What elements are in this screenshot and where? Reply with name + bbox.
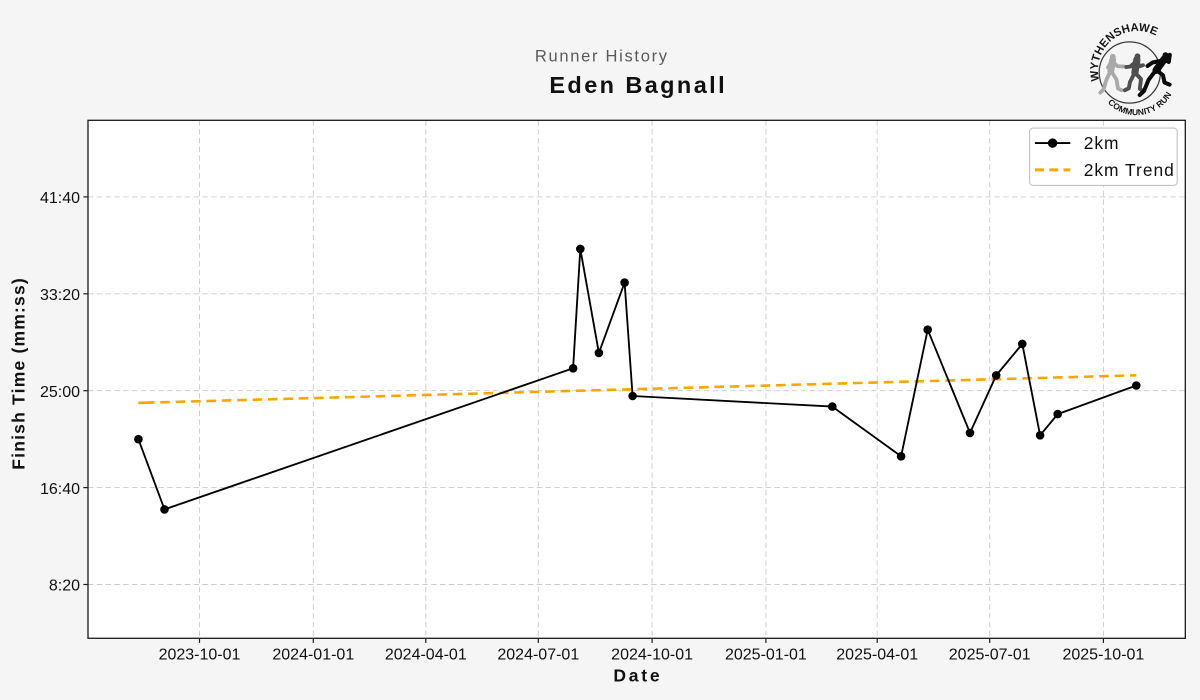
svg-text:33:20: 33:20: [40, 287, 80, 304]
svg-text:Eden Bagnall: Eden Bagnall: [549, 72, 727, 98]
svg-text:Finish Time (mm:ss): Finish Time (mm:ss): [9, 277, 29, 470]
svg-text:2024-07-01: 2024-07-01: [497, 646, 579, 663]
svg-text:2km Trend: 2km Trend: [1084, 160, 1175, 180]
svg-text:2024-04-01: 2024-04-01: [385, 646, 467, 663]
svg-text:2025-01-01: 2025-01-01: [725, 646, 807, 663]
svg-text:2023-10-01: 2023-10-01: [159, 646, 241, 663]
svg-text:2024-10-01: 2024-10-01: [611, 646, 693, 663]
svg-text:2km: 2km: [1084, 133, 1120, 153]
svg-text:8:20: 8:20: [49, 578, 80, 595]
svg-text:25:00: 25:00: [40, 384, 80, 401]
svg-text:2025-04-01: 2025-04-01: [836, 646, 918, 663]
svg-text:2025-10-01: 2025-10-01: [1062, 646, 1144, 663]
svg-text:Runner History: Runner History: [535, 48, 669, 66]
svg-text:16:40: 16:40: [40, 481, 80, 498]
svg-text:Date: Date: [613, 666, 662, 686]
svg-text:2024-01-01: 2024-01-01: [272, 646, 354, 663]
svg-text:41:40: 41:40: [40, 190, 80, 207]
svg-text:2025-07-01: 2025-07-01: [949, 646, 1031, 663]
